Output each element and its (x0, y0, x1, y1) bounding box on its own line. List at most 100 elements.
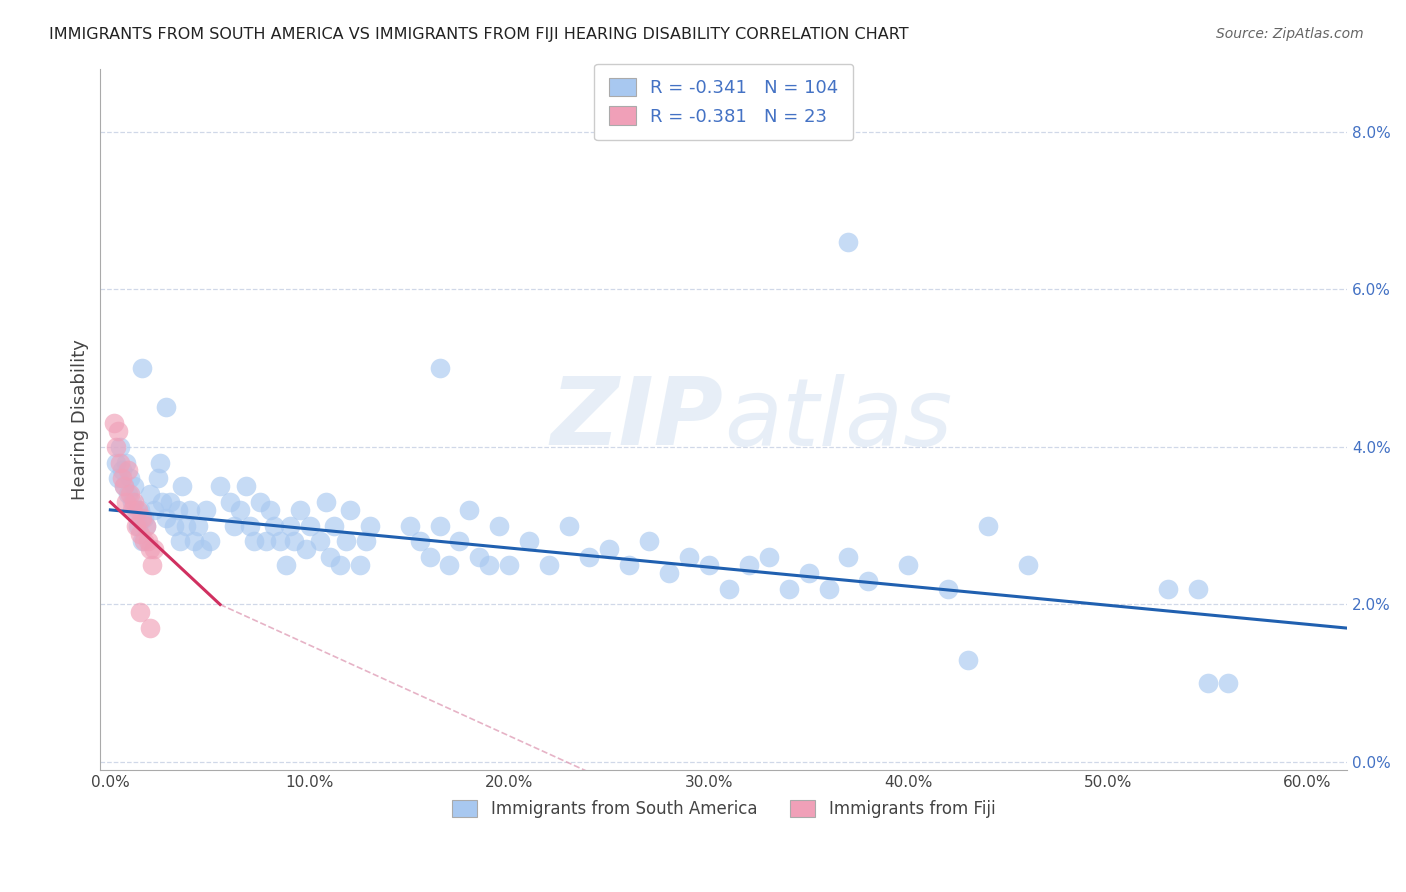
Point (148, 471, 170, 485)
Point (254, 534, 277, 549)
Point (678, 550, 700, 565)
Point (263, 518, 285, 533)
Point (110, 440, 132, 454)
Point (429, 361, 451, 376)
Point (105, 456, 128, 470)
Point (558, 518, 581, 533)
Point (143, 503, 166, 517)
Point (308, 534, 330, 549)
Point (149, 456, 172, 470)
Point (222, 518, 245, 533)
Point (120, 471, 142, 485)
Point (269, 534, 291, 549)
Point (249, 495, 271, 509)
Point (209, 479, 232, 493)
Point (278, 518, 301, 533)
Point (121, 495, 143, 509)
Point (150, 495, 173, 509)
Point (617, 558, 640, 572)
Point (478, 558, 501, 572)
Point (112, 479, 135, 493)
Point (163, 518, 186, 533)
Point (169, 534, 191, 549)
Point (538, 558, 561, 572)
Point (797, 566, 820, 580)
Point (125, 518, 148, 533)
Point (129, 503, 152, 517)
Text: atlas: atlas (724, 374, 952, 465)
Point (288, 503, 311, 517)
Point (135, 518, 157, 533)
Point (1157, 582, 1180, 596)
Point (107, 471, 129, 485)
Point (283, 534, 305, 549)
Point (717, 582, 740, 596)
Point (1216, 676, 1239, 690)
Point (468, 550, 491, 565)
Point (449, 534, 471, 549)
Point (259, 503, 281, 517)
Point (235, 479, 257, 493)
Point (398, 518, 420, 533)
Point (354, 534, 377, 549)
Point (977, 518, 1000, 533)
Point (143, 542, 166, 557)
Point (141, 558, 163, 572)
Point (105, 440, 128, 454)
Point (115, 456, 138, 470)
Point (103, 416, 125, 430)
Point (778, 582, 800, 596)
Point (131, 534, 153, 549)
Point (129, 606, 152, 620)
Point (117, 463, 139, 477)
Point (936, 582, 959, 596)
Point (135, 518, 157, 533)
Point (243, 534, 266, 549)
Point (111, 471, 134, 485)
Point (122, 495, 145, 509)
Point (183, 534, 205, 549)
Point (359, 518, 381, 533)
Point (419, 550, 441, 565)
Point (112, 479, 135, 493)
Point (429, 518, 451, 533)
Point (219, 495, 242, 509)
Point (195, 503, 218, 517)
Point (125, 503, 148, 517)
Point (155, 401, 177, 415)
Y-axis label: Hearing Disability: Hearing Disability (72, 339, 89, 500)
Point (274, 558, 297, 572)
Point (131, 361, 153, 376)
Point (155, 510, 177, 524)
Point (120, 487, 142, 501)
Point (315, 495, 337, 509)
Point (111, 463, 134, 477)
Point (837, 550, 859, 565)
Point (127, 518, 149, 533)
Point (127, 503, 149, 517)
Point (179, 503, 201, 517)
Point (517, 534, 540, 549)
Point (858, 574, 880, 588)
Point (957, 653, 980, 667)
Point (1197, 676, 1219, 690)
Point (121, 503, 143, 517)
Point (139, 487, 162, 501)
Point (167, 503, 190, 517)
Point (131, 510, 153, 524)
Point (578, 550, 600, 565)
Point (322, 518, 344, 533)
Point (295, 542, 318, 557)
Point (349, 558, 371, 572)
Point (187, 518, 209, 533)
Point (191, 542, 214, 557)
Point (198, 534, 221, 549)
Point (115, 495, 138, 509)
Point (897, 558, 920, 572)
Point (107, 424, 129, 438)
Point (122, 479, 145, 493)
Point (335, 534, 357, 549)
Text: IMMIGRANTS FROM SOUTH AMERICA VS IMMIGRANTS FROM FIJI HEARING DISABILITY CORRELA: IMMIGRANTS FROM SOUTH AMERICA VS IMMIGRA… (49, 27, 908, 42)
Point (298, 518, 321, 533)
Point (817, 582, 839, 596)
